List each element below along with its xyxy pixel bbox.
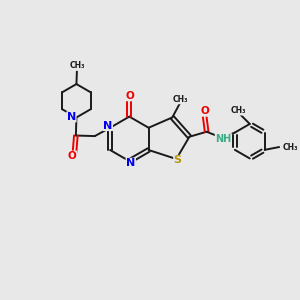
Text: NH: NH: [215, 134, 232, 144]
Text: O: O: [200, 106, 209, 116]
Text: O: O: [68, 151, 76, 161]
Text: CH₃: CH₃: [70, 61, 85, 70]
Text: CH₃: CH₃: [283, 142, 298, 152]
Text: N: N: [126, 158, 135, 168]
Text: N: N: [67, 112, 76, 122]
Text: N: N: [103, 121, 112, 130]
Text: O: O: [125, 91, 134, 101]
Text: CH₃: CH₃: [231, 106, 246, 115]
Text: CH₃: CH₃: [173, 95, 188, 104]
Text: S: S: [174, 155, 182, 165]
